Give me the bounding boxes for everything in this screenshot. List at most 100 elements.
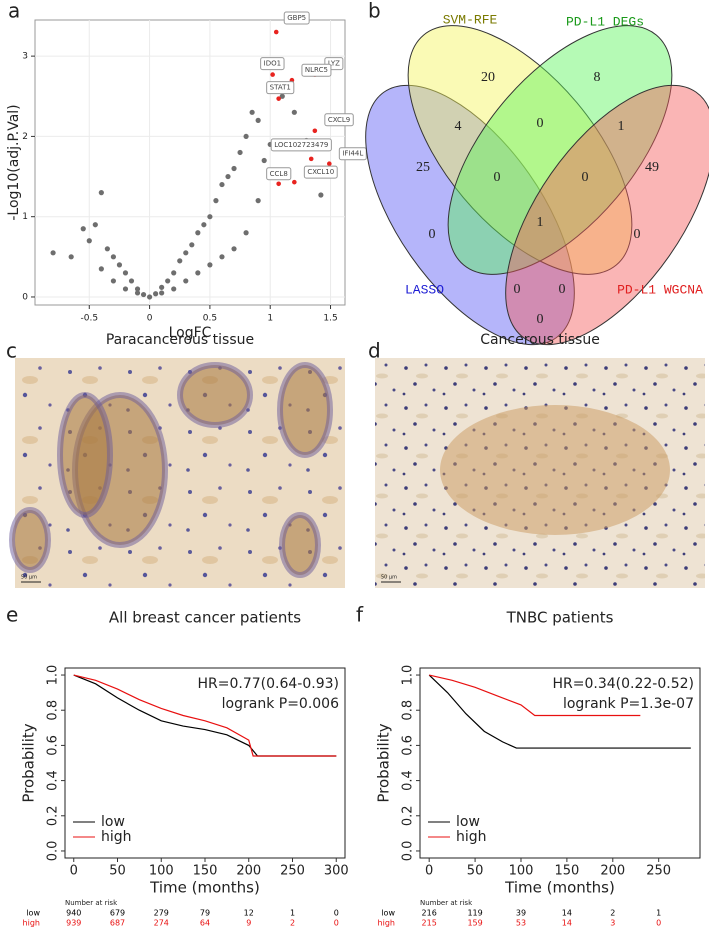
point-label: NLRC5 [305, 66, 328, 74]
point [159, 290, 165, 296]
point [92, 222, 98, 228]
y-axis-title: -Log10(adj.P.Val) [6, 104, 22, 220]
survival-curve [73, 674, 337, 757]
point [207, 262, 213, 268]
risk-count: 53 [516, 919, 526, 928]
risk-count: 39 [516, 909, 526, 918]
risk-title: Number at risk [420, 899, 473, 907]
x-tick-label: 300 [324, 864, 349, 879]
gland [277, 362, 333, 458]
risk-count: 679 [110, 909, 125, 918]
point [86, 238, 92, 244]
x-tick-label: 0 [147, 314, 153, 324]
survival-curve [429, 674, 641, 717]
x-tick-label: 200 [600, 864, 625, 879]
risk-count: 64 [200, 919, 210, 928]
risk-count: 0 [334, 919, 339, 928]
y-tick-label: 2 [22, 132, 28, 142]
point [249, 109, 255, 115]
label-box [338, 147, 367, 161]
risk-count: 1 [656, 909, 661, 918]
annotation: logrank P=0.006 [222, 696, 339, 712]
y-tick-label: 0.2 [401, 805, 416, 826]
x-tick-label: 250 [280, 864, 305, 879]
point [201, 222, 207, 228]
point [159, 284, 165, 290]
highlight-point [327, 161, 332, 167]
region-count: 0 [494, 170, 501, 185]
risk-row-label: high [378, 919, 395, 928]
legend-label: low [456, 814, 480, 830]
risk-title: Number at risk [65, 899, 118, 907]
highlight-point [276, 181, 281, 187]
risk-count: 79 [200, 909, 210, 918]
point [219, 254, 225, 260]
point-label: CXCL10 [307, 168, 334, 176]
y-axis-title: Probability [20, 723, 38, 802]
x-tick-label: 150 [193, 864, 218, 879]
x-tick-label: 250 [646, 864, 671, 879]
set-ellipse [505, 84, 709, 346]
risk-count: 159 [467, 919, 482, 928]
panel-title: Cancerous tissue [480, 332, 600, 348]
highlight-point [276, 96, 281, 101]
plot-border [419, 667, 701, 859]
point-label: GBP5 [287, 14, 306, 22]
x-tick-label: 0 [70, 864, 78, 879]
point [134, 286, 141, 292]
risk-count: 939 [66, 919, 81, 928]
point [128, 278, 135, 284]
risk-count: 216 [422, 909, 437, 918]
point [291, 109, 297, 115]
plot-border [34, 19, 346, 306]
set-ellipse [447, 25, 673, 275]
region-count: 0 [537, 116, 544, 131]
point [110, 254, 117, 260]
point [231, 246, 237, 252]
highlight-point [312, 128, 318, 134]
point [171, 286, 177, 292]
highlight-point [270, 72, 275, 77]
y-axis-title: Probability [375, 723, 393, 802]
set-label: PD-L1 DEGs [566, 14, 644, 29]
point-label: LYZ [328, 60, 340, 68]
x-tick-label: 0 [425, 864, 433, 879]
point [146, 294, 153, 300]
point [225, 173, 231, 180]
y-tick-label: 1.0 [401, 665, 416, 686]
risk-row-label: high [23, 919, 40, 928]
risk-count: 2 [610, 909, 615, 918]
point [243, 230, 249, 236]
label-box [301, 63, 332, 77]
risk-count: 279 [154, 909, 169, 918]
point [104, 246, 110, 252]
x-tick-label: 1.5 [323, 314, 337, 324]
panel-letter: b [368, 0, 381, 23]
x-tick-label: 50 [467, 864, 484, 879]
y-tick-label: 0.0 [46, 841, 61, 862]
region-count: 0 [559, 282, 566, 297]
point [68, 254, 74, 260]
x-axis-title: LogFC [169, 325, 212, 341]
risk-count: 0 [334, 909, 339, 918]
risk-row-label: low [381, 909, 395, 918]
x-tick-label: 200 [236, 864, 261, 879]
point-label: STAT1 [270, 84, 291, 92]
x-tick-label: 100 [149, 864, 174, 879]
highlight-point [273, 29, 279, 35]
region-count: 1 [537, 215, 544, 230]
set-label: LASSO [405, 282, 444, 297]
set-ellipse [365, 84, 575, 346]
annotation: HR=0.77(0.64-0.93) [198, 676, 339, 692]
y-tick-label: 0.0 [401, 841, 416, 862]
region-count: 0 [537, 312, 544, 327]
point-label: CCL8 [270, 170, 288, 178]
gland [9, 507, 51, 573]
point-label: IFI44L [342, 150, 363, 158]
highlight-point [308, 156, 314, 162]
survival-curve [428, 674, 691, 749]
point [279, 93, 285, 99]
point [255, 198, 261, 204]
y-tick-label: 0.4 [46, 770, 61, 791]
point [122, 270, 129, 276]
